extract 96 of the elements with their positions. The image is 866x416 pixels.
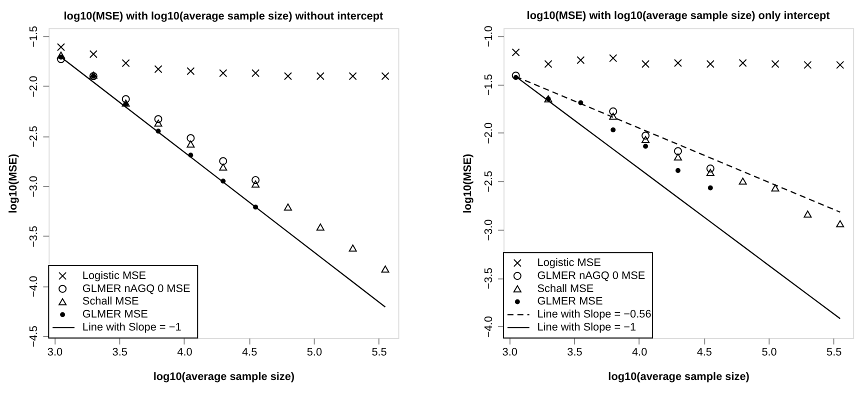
point (381, 265, 390, 273)
legend-label: Schall MSE (537, 282, 594, 295)
point (186, 134, 195, 142)
y-tick-label: −3.0 (28, 176, 40, 198)
point (219, 157, 228, 166)
point (252, 69, 260, 78)
legend-label: Logistic MSE (537, 257, 601, 269)
y-tick-label: −2.5 (28, 126, 40, 148)
y-tick-label: −4.0 (28, 276, 40, 298)
point (122, 95, 130, 104)
point (348, 244, 357, 252)
point (316, 72, 324, 80)
point (674, 153, 682, 160)
x-tick-label: 5.5 (826, 346, 842, 358)
y-tick-label: −4.0 (483, 316, 496, 338)
point (252, 176, 260, 184)
point (706, 168, 714, 176)
y-tick-label: −2.5 (483, 170, 496, 192)
point (56, 52, 65, 59)
point (544, 60, 552, 68)
point (284, 72, 292, 80)
point (186, 140, 195, 148)
y-tick-label: −2.0 (483, 122, 496, 144)
legend-label: Line with Slope = −1 (82, 322, 182, 334)
x-tick-label: 5.0 (762, 346, 777, 358)
point (804, 60, 812, 69)
point (643, 144, 648, 149)
legend-label: Schall MSE (82, 296, 139, 308)
point (512, 48, 520, 56)
point (512, 72, 520, 80)
point (219, 164, 228, 171)
legend-label: Line with Slope = −0.56 (537, 308, 652, 321)
x-tick-label: 3.5 (112, 346, 128, 358)
point (804, 210, 812, 218)
x-tick-label: 5.0 (306, 346, 322, 358)
point (738, 178, 747, 185)
point (738, 58, 747, 68)
point (610, 127, 616, 132)
legend-label: GLMER nAGQ 0 MSE (537, 270, 646, 282)
point (56, 43, 65, 52)
point (836, 220, 844, 228)
point (348, 72, 357, 80)
point (609, 112, 618, 120)
point (89, 50, 98, 58)
point (219, 69, 228, 78)
point (771, 60, 780, 68)
point (609, 54, 618, 62)
point (154, 115, 162, 124)
x-tick-label: 4.5 (242, 346, 258, 358)
legend-label: GLMER MSE (82, 308, 148, 321)
point (642, 136, 650, 144)
x-axis-title: log10(average sample size) (153, 371, 295, 384)
point (706, 60, 714, 68)
y-axis-title: log10(MSE) (7, 154, 20, 214)
legend-label: Logistic MSE (82, 270, 146, 282)
point (284, 204, 292, 211)
y-tick-label: −3.5 (483, 268, 496, 290)
point (122, 59, 130, 68)
x-tick-label: 4.5 (696, 346, 712, 358)
point (252, 180, 260, 188)
y-tick-label: −3.0 (483, 219, 496, 241)
point (642, 132, 650, 140)
x-tick-label: 5.5 (372, 346, 387, 358)
point (576, 56, 585, 64)
y-axis-title: log10(MSE) (462, 154, 474, 214)
y-tick-label: −2.0 (28, 76, 40, 98)
x-tick-label: 4.0 (632, 346, 648, 358)
point (708, 185, 713, 190)
point (674, 58, 682, 68)
legend-label: GLMER nAGQ 0 MSE (82, 282, 190, 295)
y-tick-label: −4.5 (28, 326, 40, 348)
legend-label: GLMER MSE (537, 296, 603, 308)
point (771, 184, 780, 192)
point (674, 147, 682, 156)
x-tick-label: 3.0 (502, 346, 518, 358)
point (186, 67, 195, 76)
point (154, 120, 162, 127)
point (154, 65, 162, 74)
x-tick-label: 4.0 (177, 346, 192, 358)
y-tick-label: −1.5 (483, 74, 496, 96)
y-tick-label: −3.5 (28, 226, 40, 248)
point (675, 168, 680, 173)
point (706, 164, 714, 173)
chart-title: log10(MSE) with log10(average sample size) without intercept (64, 10, 384, 22)
y-tick-label: −1.0 (483, 26, 496, 48)
point (642, 60, 650, 68)
x-tick-label: 3.5 (567, 346, 582, 358)
point (381, 72, 390, 80)
point (836, 60, 844, 69)
legend-label: Line with Slope = −1 (537, 322, 636, 334)
y-tick-label: −1.5 (28, 26, 40, 48)
chart-title: log10(MSE) with log10(average sample size) only intercept (526, 10, 830, 22)
x-tick-label: 3.0 (47, 346, 63, 358)
point (609, 107, 618, 116)
point (316, 224, 324, 231)
x-axis-title: log10(average sample size) (608, 371, 750, 384)
